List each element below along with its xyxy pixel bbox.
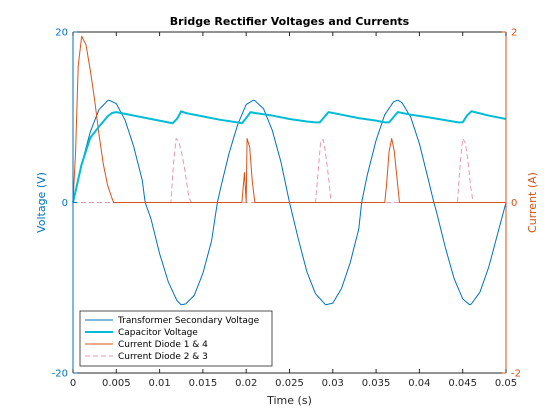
- legend-label-secondary: Transformer Secondary Voltage: [117, 316, 260, 326]
- legend-label-diode14: Current Diode 1 & 4: [118, 340, 208, 350]
- y-left-ticks: -20 0 20: [52, 28, 77, 380]
- legend: Transformer Secondary Voltage Capacitor …: [79, 310, 273, 367]
- chart-title: Bridge Rectifier Voltages and Currents: [170, 15, 410, 28]
- x-tick-label: 0.015: [189, 378, 218, 389]
- x-tick-label: 0.035: [362, 378, 391, 389]
- y-right-tick-label: 2: [511, 28, 517, 39]
- y-right-tick-label: -2: [511, 369, 521, 380]
- x-tick-label: 0.01: [148, 378, 170, 389]
- y-left-tick-label: 0: [62, 198, 68, 209]
- x-axis-label: Time (s): [266, 394, 312, 407]
- y-right-axis-label: Current (A): [526, 172, 539, 233]
- x-tick-label: 0.02: [235, 378, 257, 389]
- x-tick-label: 0.045: [448, 378, 477, 389]
- x-tick-label: 0.03: [322, 378, 344, 389]
- series-line-diode-1-4: [72, 35, 506, 203]
- y-right-tick-label: 0: [511, 198, 517, 209]
- y-right-ticks: -2 0 2: [502, 28, 521, 380]
- x-tick-label: 0.005: [102, 378, 131, 389]
- x-ticks: 0 0.005 0.01 0.015 0.02 0.025 0.03 0.035 0.04 0.0…: [70, 32, 517, 389]
- x-tick-label: 0: [70, 378, 76, 389]
- y-left-tick-label: 20: [55, 28, 68, 39]
- x-tick-label: 0.04: [408, 378, 430, 389]
- legend-label-diode23: Current Diode 2 & 3: [118, 352, 208, 362]
- series-layer: [72, 35, 507, 306]
- x-tick-label: 0.025: [275, 378, 304, 389]
- series-line-capacitor-voltage: [72, 110, 507, 203]
- legend-label-capacitor: Capacitor Voltage: [118, 328, 198, 338]
- y-left-axis-label: Voltage (V): [35, 172, 48, 233]
- x-tick-label: 0.05: [495, 378, 517, 389]
- series-line-diode-2-3: [73, 138, 506, 203]
- y-left-tick-label: -20: [52, 369, 68, 380]
